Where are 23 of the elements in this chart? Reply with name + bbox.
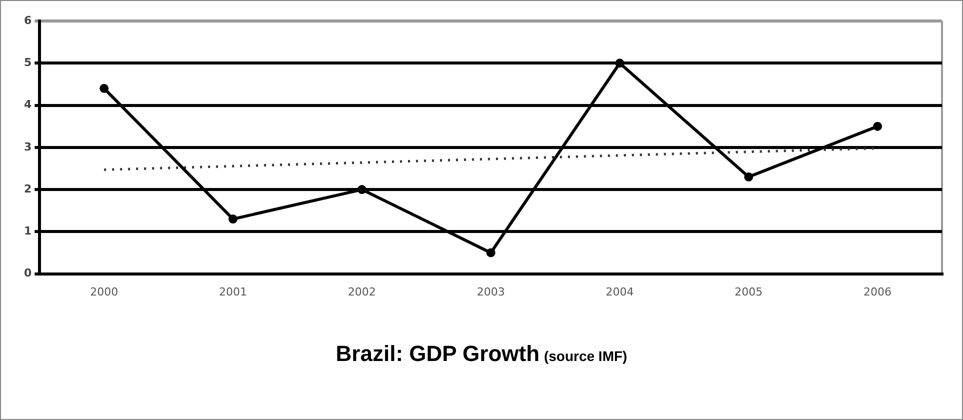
x-tick-label: 2000: [90, 285, 118, 298]
x-tick-label: 2006: [864, 285, 892, 298]
y-tick-label: 5: [24, 56, 32, 69]
point: [357, 185, 366, 194]
point: [100, 84, 109, 93]
y-tick-label: 0: [24, 266, 32, 280]
text: (source IMF): [544, 348, 628, 364]
x-tick-label: 2004: [606, 285, 634, 298]
point: [744, 172, 754, 182]
text: Brazil: GDP Growth: [336, 341, 540, 366]
y-tick-label: 6: [24, 14, 32, 27]
point: [486, 248, 496, 258]
x-tick-label: 2003: [476, 285, 505, 298]
y-tick-label: 1: [24, 224, 32, 238]
point: [615, 58, 624, 68]
y-tick-label: 4: [24, 98, 32, 112]
x-tick-label: 2005: [734, 285, 763, 298]
x-tick-label: 2002: [348, 285, 376, 298]
y-tick-label: 2: [24, 182, 32, 196]
y-tick-label: 3: [24, 140, 32, 154]
point: [873, 122, 882, 131]
point: [228, 214, 238, 224]
x-tick-label: 2001: [219, 285, 248, 298]
